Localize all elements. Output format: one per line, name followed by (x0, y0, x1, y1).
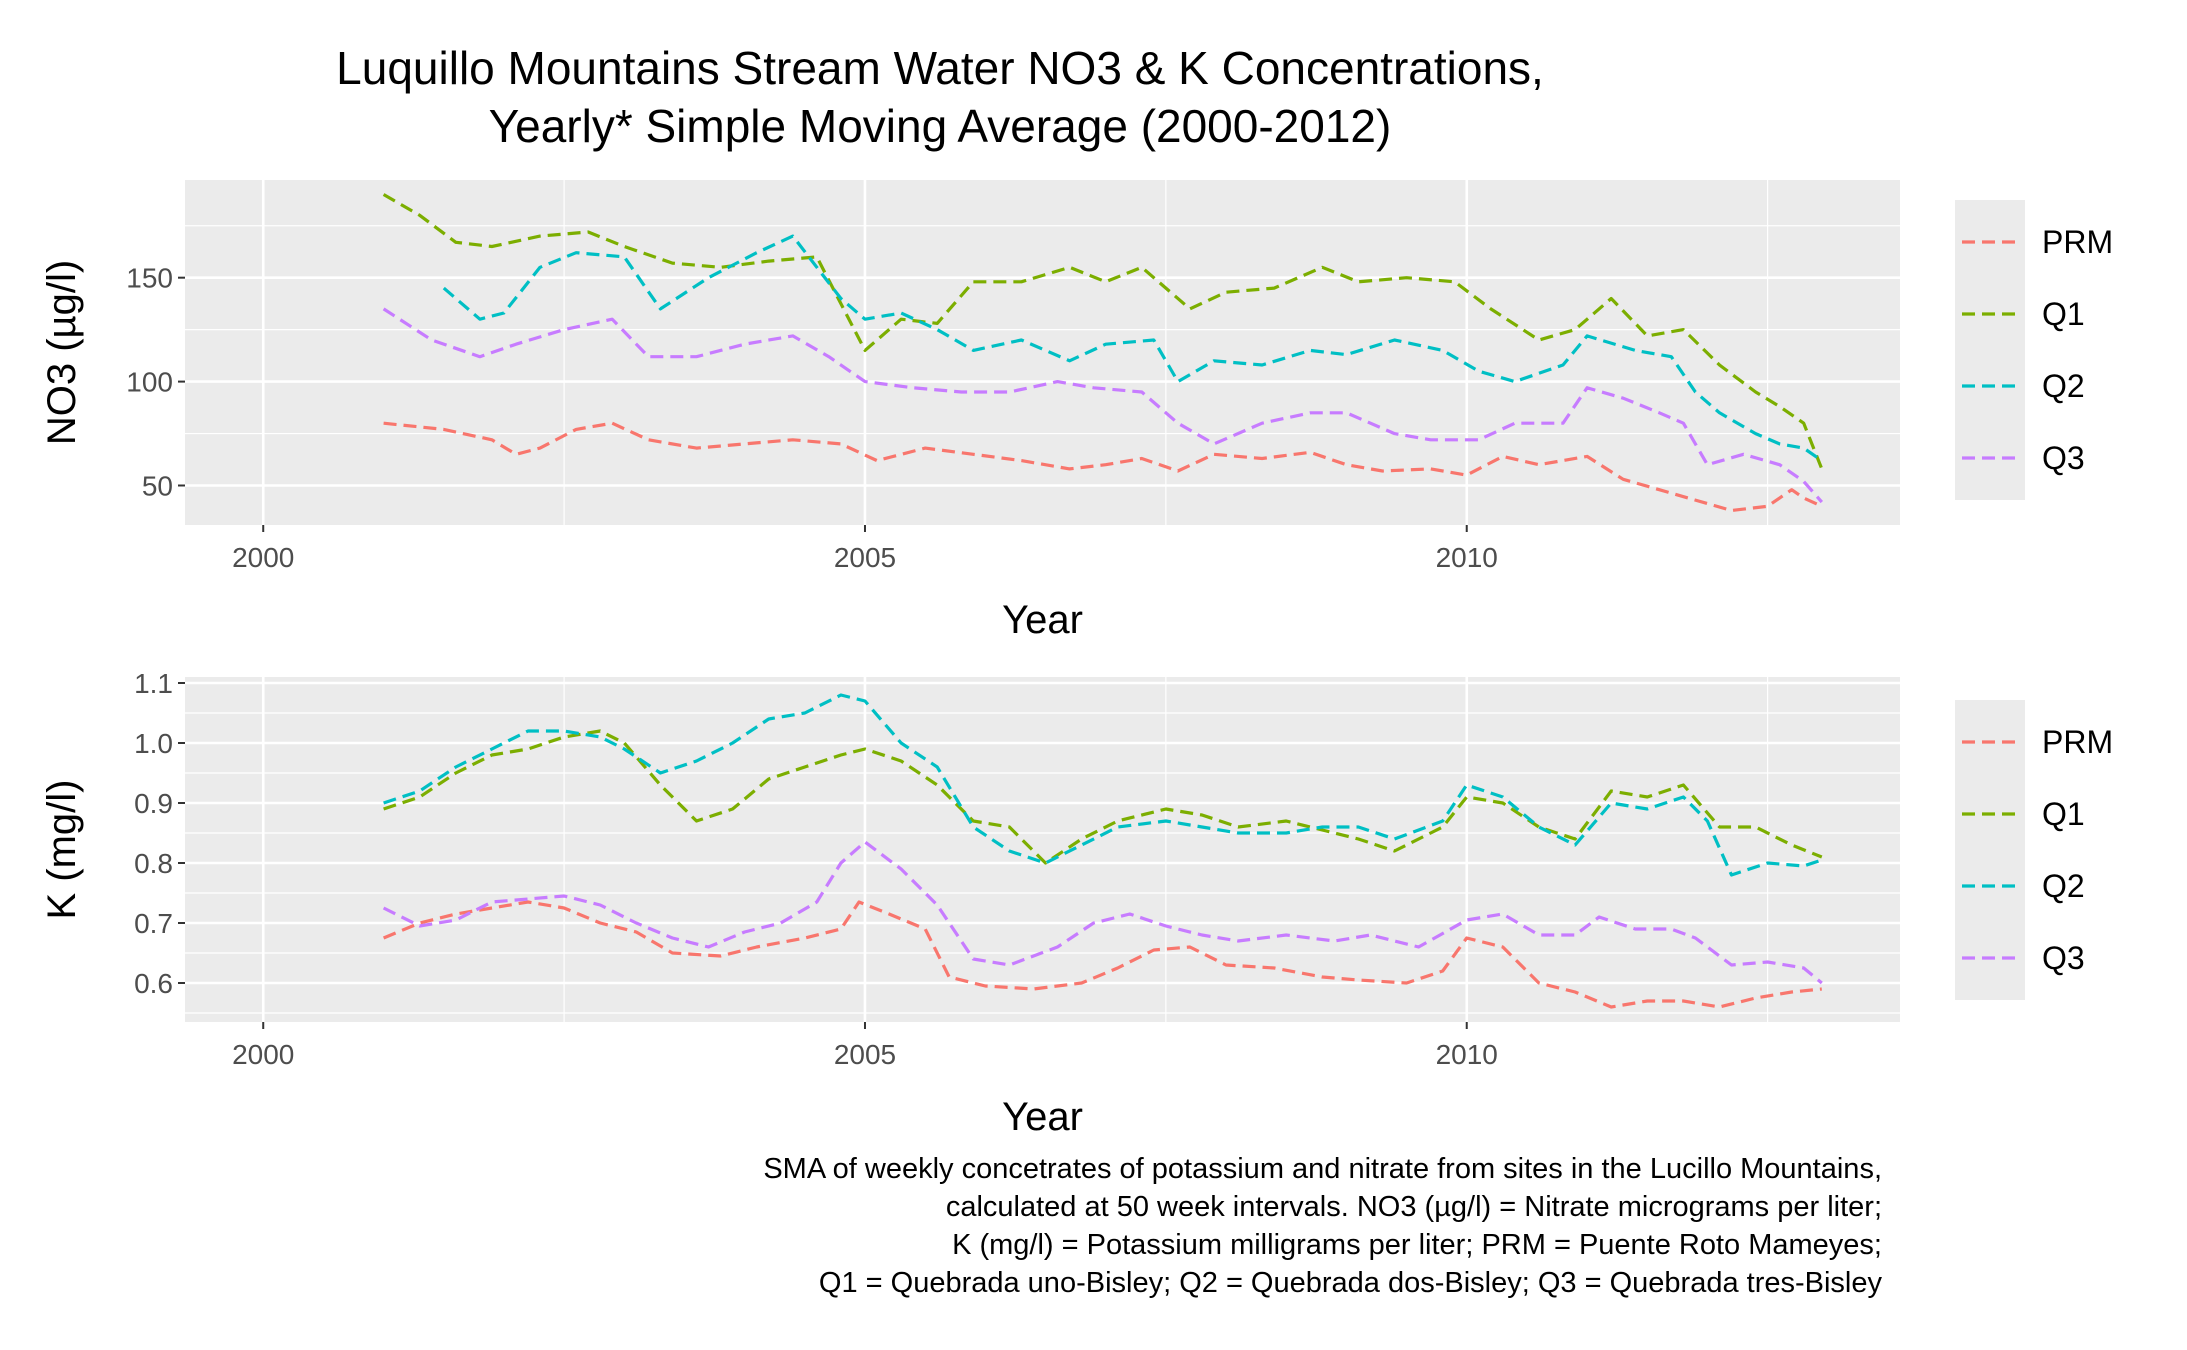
caption-line-1: SMA of weekly concetrates of potassium a… (763, 1153, 1882, 1185)
chart-title-line-2: Yearly* Simple Moving Average (2000-2012… (488, 100, 1392, 152)
no3-series-q2-line (442, 234, 1823, 462)
no3-panel-background (185, 180, 1900, 525)
k-y-tick-label: 0.9 (134, 788, 173, 819)
k-series-prm-line (382, 900, 1822, 1009)
no3-y-tick-label: 150 (126, 263, 173, 294)
k-x-tick-label: 2005 (834, 1039, 896, 1070)
no3-legend-label-q3: Q3 (2042, 440, 2085, 476)
no3-y-tick-label: 100 (126, 367, 173, 398)
k-y-axis-title: K (mg/l) (40, 780, 84, 920)
no3-series-q3-line (382, 307, 1824, 504)
no3-series-prm-line (383, 421, 1823, 513)
k-legend-label-q3: Q3 (2042, 940, 2085, 976)
caption-line-2: calculated at 50 week intervals. NO3 (µg… (945, 1191, 1882, 1223)
chart-title-line-1: Luquillo Mountains Stream Water NO3 & K … (336, 42, 1544, 94)
k-y-tick-label: 1.0 (134, 728, 173, 759)
caption-line-4: Q1 = Quebrada uno-Bisley; Q2 = Quebrada … (818, 1267, 1882, 1299)
k-series-q3-line (382, 840, 1823, 985)
no3-x-tick-label: 2010 (1436, 542, 1498, 573)
k-series-q2-line (383, 693, 1823, 877)
no3-y-axis-title: NO3 (µg/l) (40, 260, 84, 445)
no3-legend-key-background (1955, 200, 2025, 500)
k-x-tick-label: 2010 (1436, 1039, 1498, 1070)
k-legend-label-prm: PRM (2042, 724, 2113, 760)
k-y-tick-label: 0.8 (134, 848, 173, 879)
k-legend-key-background (1955, 700, 2025, 1000)
k-panel-background (185, 677, 1900, 1022)
no3-y-tick-label: 50 (142, 471, 173, 502)
k-legend-label-q2: Q2 (2042, 868, 2085, 904)
no3-legend-label-q1: Q1 (2042, 296, 2085, 332)
k-legend-label-q1: Q1 (2042, 796, 2085, 832)
k-x-axis-title: Year (1002, 1095, 1083, 1139)
k-series-q1-line (383, 729, 1823, 865)
k-y-tick-label: 0.6 (134, 968, 173, 999)
no3-legend-label-prm: PRM (2042, 224, 2113, 260)
no3-x-tick-label: 2000 (232, 542, 294, 573)
k-y-tick-label: 1.1 (134, 668, 173, 699)
k-y-tick-label: 0.7 (134, 908, 173, 939)
caption-line-3: K (mg/l) = Potassium milligrams per lite… (952, 1229, 1882, 1261)
no3-legend-label-q2: Q2 (2042, 368, 2085, 404)
chart-caption: SMA of weekly concetrates of potassium a… (763, 1150, 1882, 1302)
k-x-tick-label: 2000 (232, 1039, 294, 1070)
no3-x-axis-title: Year (1002, 598, 1083, 642)
no3-x-tick-label: 2005 (834, 542, 896, 573)
